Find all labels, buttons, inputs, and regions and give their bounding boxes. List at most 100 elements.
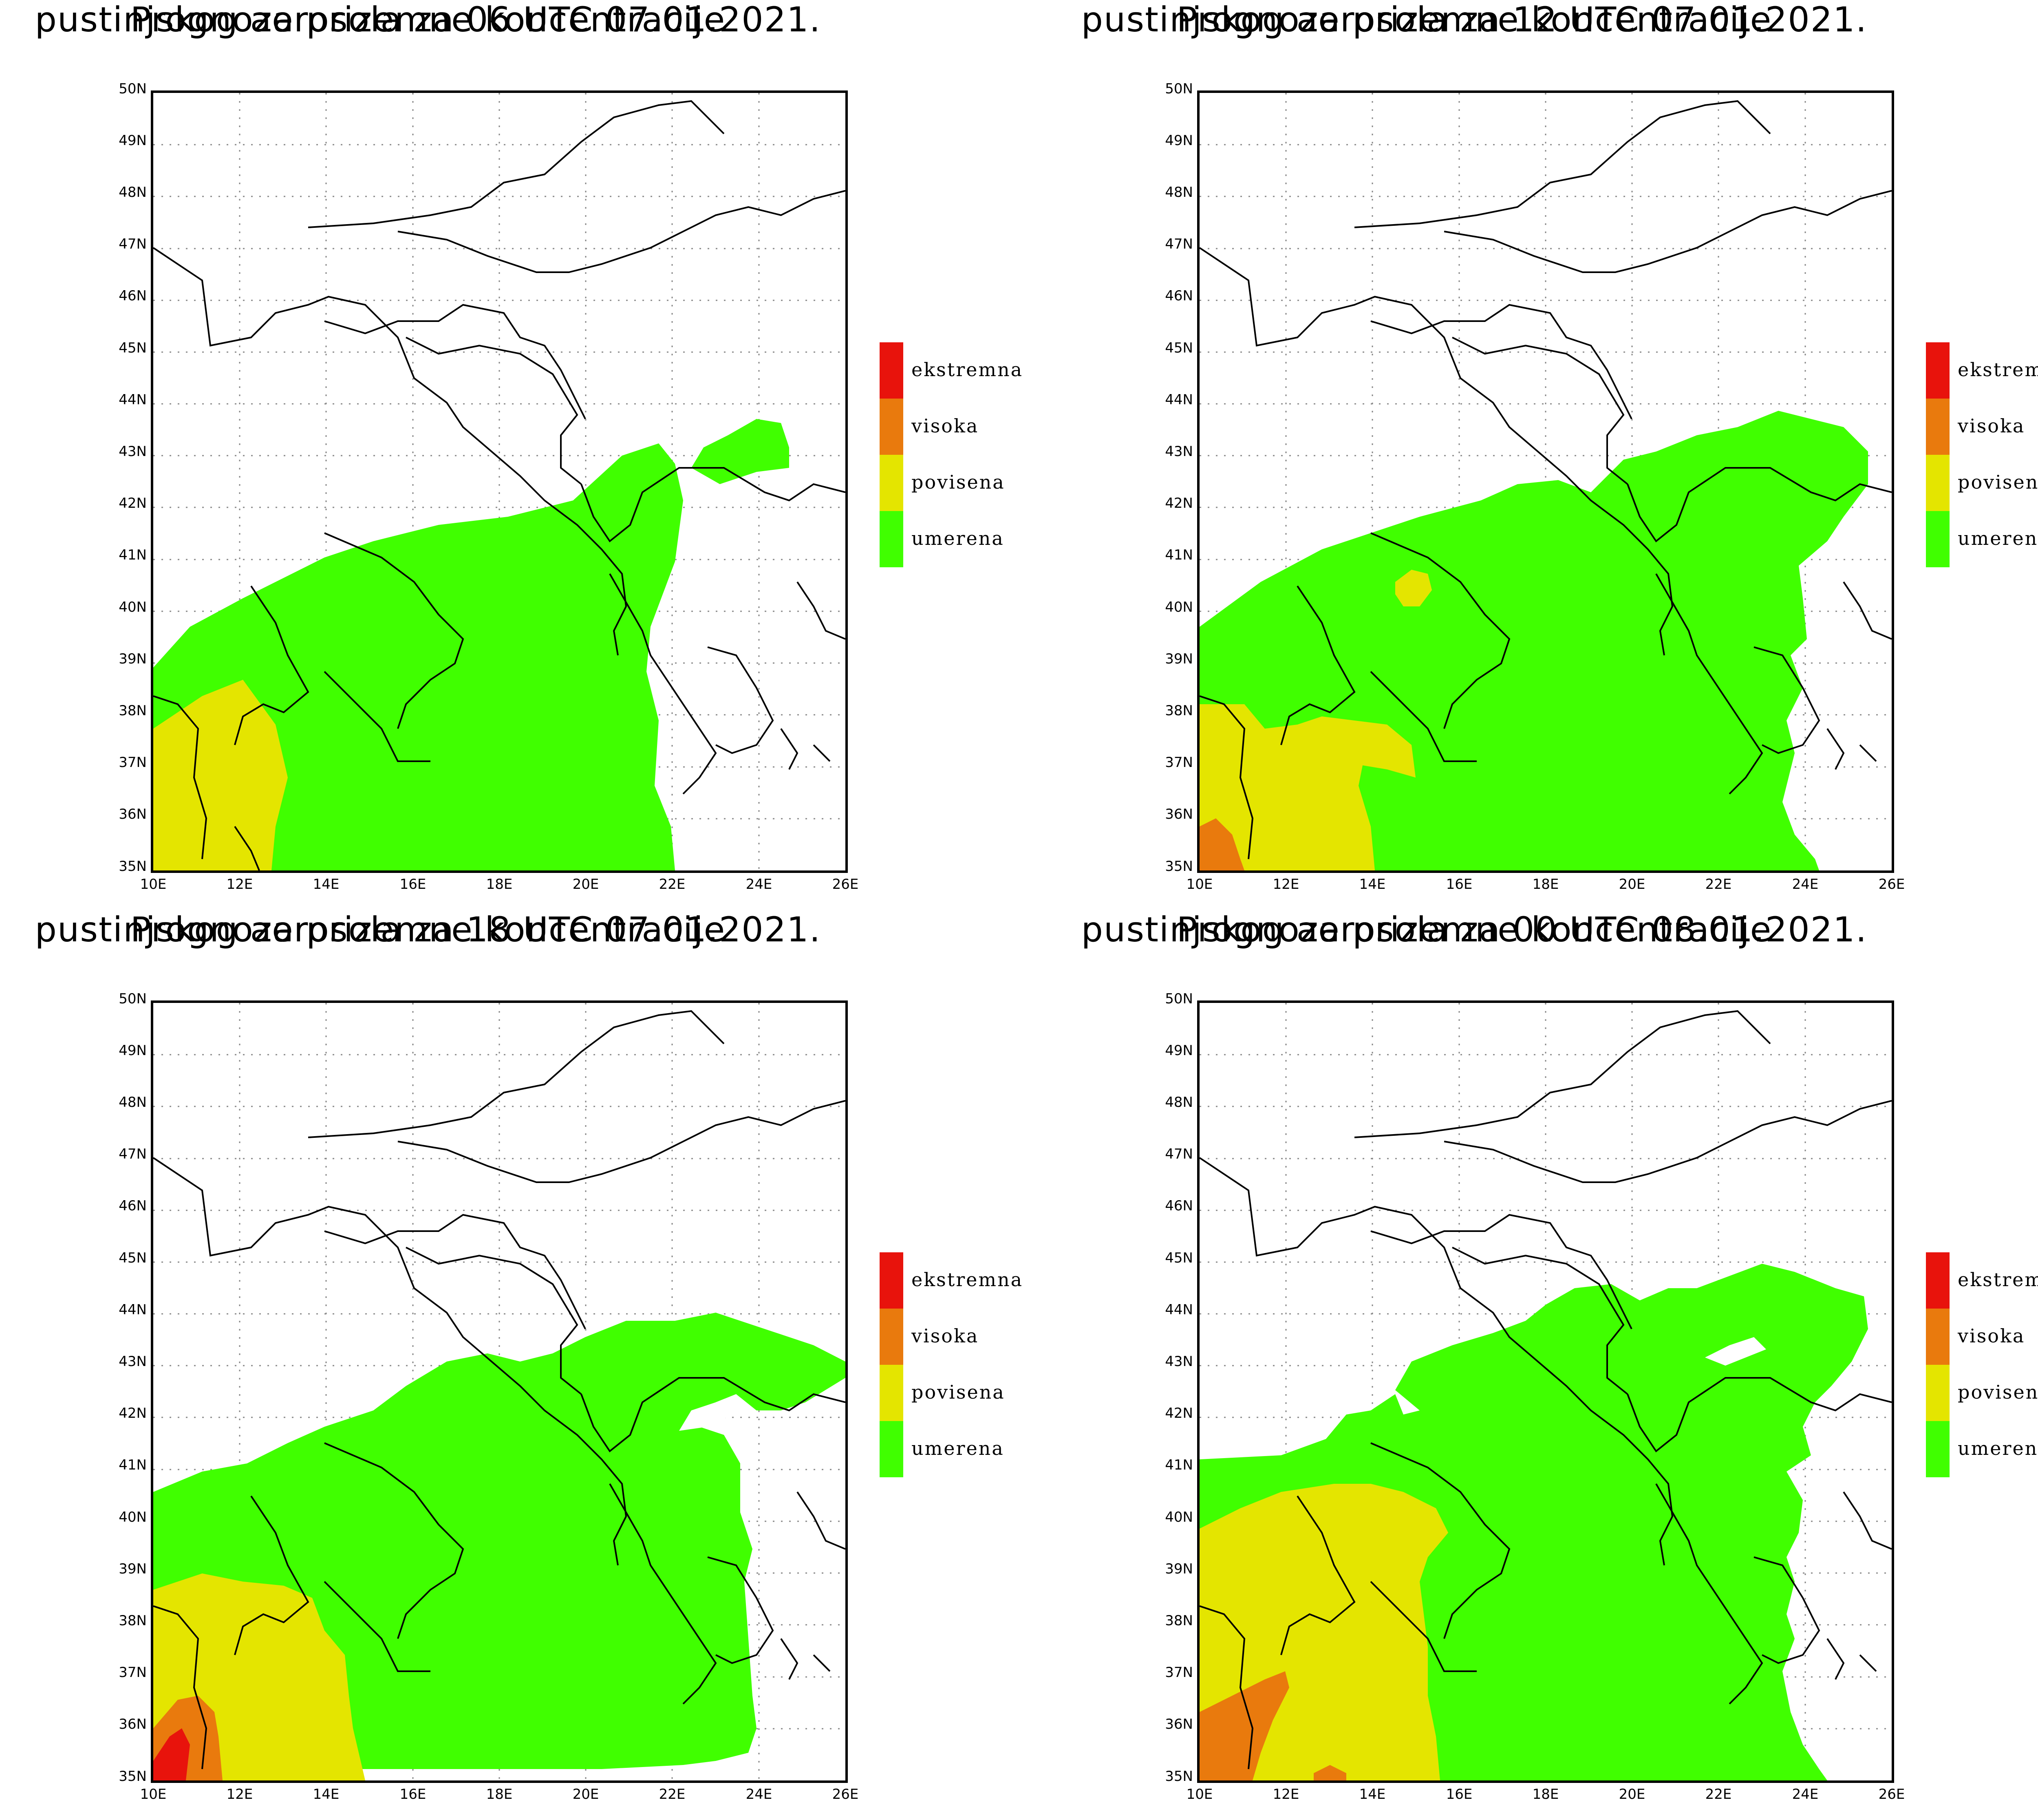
legend-item-umerena: umerena (1926, 511, 2038, 567)
visoka-spot (1314, 1765, 1346, 1780)
lat-label: 37N (1165, 1664, 1193, 1681)
lat-label: 42N (119, 1405, 147, 1421)
lat-label: 49N (1165, 132, 1193, 149)
povisena-spot (1395, 570, 1432, 606)
lat-label: 35N (119, 1768, 147, 1785)
lat-label: 42N (1165, 1405, 1193, 1421)
legend-item-umerena: umerena (880, 511, 1092, 567)
legend-item-povisena: povisena (880, 1365, 1092, 1421)
lon-label: 20E (572, 876, 599, 892)
concentration-legend: ekstremna visoka povisena umerena (880, 1252, 1092, 1477)
lon-label: 22E (659, 876, 686, 892)
lat-label: 40N (1165, 599, 1193, 615)
lon-label: 14E (313, 1786, 340, 1802)
lon-label: 14E (1359, 876, 1386, 892)
lat-label: 47N (119, 1146, 147, 1162)
country-borders (1200, 100, 1892, 859)
lat-label: 37N (119, 1664, 147, 1681)
lat-label: 35N (1165, 858, 1193, 875)
lat-label: 44N (119, 1302, 147, 1318)
lon-label: 12E (1273, 1786, 1299, 1802)
lon-label: 12E (226, 1786, 253, 1802)
lat-label: 50N (119, 991, 147, 1007)
lon-label: 26E (1878, 1786, 1905, 1802)
lon-label: 10E (140, 1786, 167, 1802)
lat-label: 48N (1165, 184, 1193, 201)
legend-item-visoka: visoka (1926, 399, 2038, 455)
lat-label: 44N (119, 392, 147, 408)
legend-item-visoka: visoka (1926, 1309, 2038, 1365)
panel-title-line2: pustinjskog aerosola za 06 UTC 07.01.202… (35, 0, 821, 40)
lon-label: 18E (1532, 876, 1559, 892)
panel-title-line1: Prognoza prizemne koncentracije (130, 0, 726, 40)
umerena-area (153, 443, 683, 870)
panel-title-line1: Prognoza prizemne koncentracije (130, 910, 726, 950)
lat-label: 47N (119, 236, 147, 252)
lat-label: 35N (1165, 1768, 1193, 1785)
lat-label: 50N (119, 81, 147, 97)
umerena-hole (1705, 1337, 1766, 1366)
lat-label: 46N (1165, 1198, 1193, 1214)
lon-label: 10E (1186, 1786, 1213, 1802)
lon-label: 10E (140, 876, 167, 892)
lat-label: 47N (1165, 236, 1193, 252)
dust-map (1197, 1000, 1894, 1783)
lat-label: 49N (119, 132, 147, 149)
lat-label: 46N (119, 288, 147, 304)
lat-label: 36N (1165, 806, 1193, 822)
dust-map (151, 1000, 848, 1783)
lat-label: 44N (1165, 1302, 1193, 1318)
lat-label: 46N (1165, 288, 1193, 304)
dust-map (151, 90, 848, 873)
panel-title-line1: Prognoza prizemne koncentracije (1176, 0, 1772, 40)
lon-label: 14E (1359, 1786, 1386, 1802)
lon-label: 10E (1186, 876, 1213, 892)
legend-item-povisena: povisena (1926, 455, 2038, 511)
lon-label: 12E (1273, 876, 1299, 892)
lat-label: 50N (1165, 81, 1193, 97)
lon-label: 26E (832, 1786, 859, 1802)
country-borders (153, 100, 845, 870)
lat-label: 38N (1165, 703, 1193, 719)
forecast-panel-06utc: Prognoza prizemne koncentracije pustinjs… (0, 0, 1046, 910)
lon-label: 20E (1619, 876, 1645, 892)
umerena-hole (679, 1394, 736, 1431)
lon-label: 24E (746, 876, 772, 892)
lat-label: 50N (1165, 991, 1193, 1007)
lat-label: 36N (119, 1716, 147, 1732)
lat-label: 44N (1165, 392, 1193, 408)
lat-label: 47N (1165, 1146, 1193, 1162)
lat-label: 36N (119, 806, 147, 822)
country-borders (153, 1010, 845, 1769)
lat-label: 41N (119, 547, 147, 563)
lat-label: 45N (119, 340, 147, 356)
lon-label: 26E (832, 876, 859, 892)
legend-item-visoka: visoka (880, 399, 1092, 455)
lat-label: 36N (1165, 1716, 1193, 1732)
ekstremna-area (153, 1728, 190, 1780)
visoka-area (1200, 1671, 1289, 1780)
legend-item-umerena: umerena (1926, 1421, 2038, 1477)
legend-item-visoka: visoka (880, 1309, 1092, 1365)
lat-label: 39N (119, 1561, 147, 1577)
legend-item-ekstremna: ekstremna (1926, 342, 2038, 399)
lat-label: 38N (119, 703, 147, 719)
lat-label: 48N (119, 1094, 147, 1111)
lat-label: 45N (1165, 340, 1193, 356)
lon-label: 26E (1878, 876, 1905, 892)
legend-item-umerena: umerena (880, 1421, 1092, 1477)
lat-label: 41N (119, 1457, 147, 1473)
lat-label: 39N (1165, 651, 1193, 667)
lat-label: 48N (119, 184, 147, 201)
lat-label: 43N (1165, 1353, 1193, 1370)
panel-title-line2: pustinjskog aerosola za 12 UTC 07.01.202… (1081, 0, 1868, 40)
lat-label: 40N (1165, 1509, 1193, 1525)
lon-label: 16E (1446, 876, 1473, 892)
legend-item-ekstremna: ekstremna (880, 342, 1092, 399)
lat-label: 37N (1165, 754, 1193, 771)
legend-item-ekstremna: ekstremna (1926, 1252, 2038, 1309)
lat-label: 43N (119, 443, 147, 460)
lat-label: 42N (119, 495, 147, 511)
lon-label: 22E (1705, 1786, 1732, 1802)
forecast-panel-12utc: Prognoza prizemne koncentracije pustinjs… (1046, 0, 2038, 910)
